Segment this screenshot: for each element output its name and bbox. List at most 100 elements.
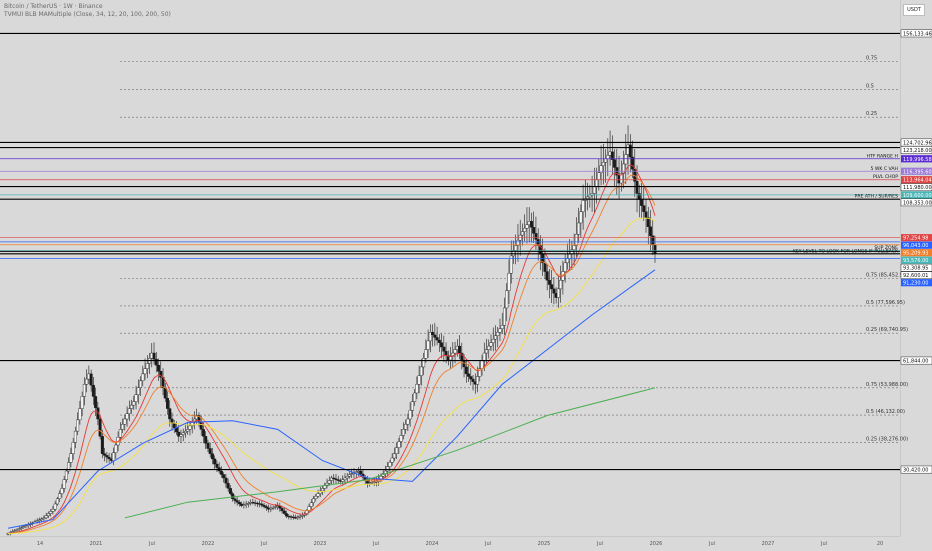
candle-body [574,234,578,246]
x-tick-label: 2021 [90,541,103,547]
candle-body [428,332,432,342]
candle-body [433,334,437,338]
currency-button[interactable]: USDT [903,4,925,16]
price-tag-label: 97,254.98 [903,236,928,242]
candle-body [94,396,98,408]
candle-body [332,477,336,480]
candle-body [336,479,340,481]
candle-body [606,155,610,159]
price-tag [900,465,932,474]
candle-body [282,510,286,514]
candle-body [413,392,417,402]
candle-body [631,156,635,170]
candle-body [67,462,71,472]
candle-body [35,520,39,522]
candle-body [347,474,351,477]
fib-level-label: 0.75 [866,56,877,62]
candle-body [273,506,277,508]
candle-body [390,457,394,463]
candle-body [145,363,149,369]
candle-body [334,478,338,480]
fib-level-label: 0.75 (85,452.95) [866,273,908,279]
candle-body [646,217,650,227]
candle-body [312,498,316,503]
candle-body [651,235,655,246]
candle-body [550,284,554,290]
price-tag-label: 93,308.95 [903,266,928,272]
candle-body [491,338,495,343]
candle-body [599,165,603,173]
price-axis-separator [900,0,901,536]
candle-body [132,401,136,406]
candle-body [190,422,194,427]
candle-body [53,503,57,510]
price-tag [901,249,932,257]
price-tag-label: 108,353.00 [903,200,932,206]
price-tag [900,138,932,147]
x-tick-label: Jul [820,541,827,547]
candle-body [17,528,21,530]
candle-body [46,513,50,516]
candle-body [563,262,567,272]
candle-body [246,502,250,505]
x-tick-label: Jul [372,541,379,547]
candle-body [478,368,482,377]
candle-body [514,245,518,251]
candle-body [130,404,134,409]
candle-body [327,480,331,484]
x-tick-label: Jul [708,541,715,547]
candle-body [168,408,172,420]
candle-body [69,453,73,463]
candle-body [458,345,462,354]
candle-body [118,429,122,438]
candle-body [505,290,509,309]
price-tag-label: 109,600.00 [903,193,932,199]
candle-body [10,531,14,533]
candle-body [188,425,192,430]
candle-body [507,273,511,291]
candle-body [231,493,235,499]
candle-body [98,418,102,437]
candle-body [183,430,187,434]
candle-body [141,373,145,382]
x-tick-label: 2024 [426,541,439,547]
price-tag [900,29,932,38]
price-tag-label: 91,230.00 [903,281,928,287]
candle-body [136,387,140,395]
price-tag [901,234,932,242]
candle-body [163,387,167,399]
candle-body [60,488,64,494]
x-tick-label: 2025 [538,541,551,547]
candle-body [37,519,41,521]
candle-body [114,444,118,454]
candle-body [489,342,493,347]
candle-body [637,193,641,200]
candle-body [426,340,430,350]
ma-yellow-line [7,217,656,534]
candle-body [449,356,453,361]
candle-body [71,442,75,454]
candle-body [469,376,473,380]
candle-body [442,346,446,352]
candle-body [341,479,345,482]
candle-body [76,419,80,432]
x-tick-label: 2023 [314,541,327,547]
candle-body [552,288,556,294]
candle-body [586,196,590,199]
candle-body [49,511,53,514]
candle-body [139,380,143,388]
candle-body [485,349,489,354]
candle-body [159,371,163,378]
price-tag [901,167,932,175]
candle-body [471,378,475,382]
candle-body [186,429,190,432]
candle-body [559,280,563,290]
candle-body [260,503,264,506]
candle-body [619,173,623,184]
candle-body [22,526,26,528]
price-tag-label: 93,576.00 [903,258,928,264]
candle-body [624,154,628,165]
candle-body [453,349,457,354]
